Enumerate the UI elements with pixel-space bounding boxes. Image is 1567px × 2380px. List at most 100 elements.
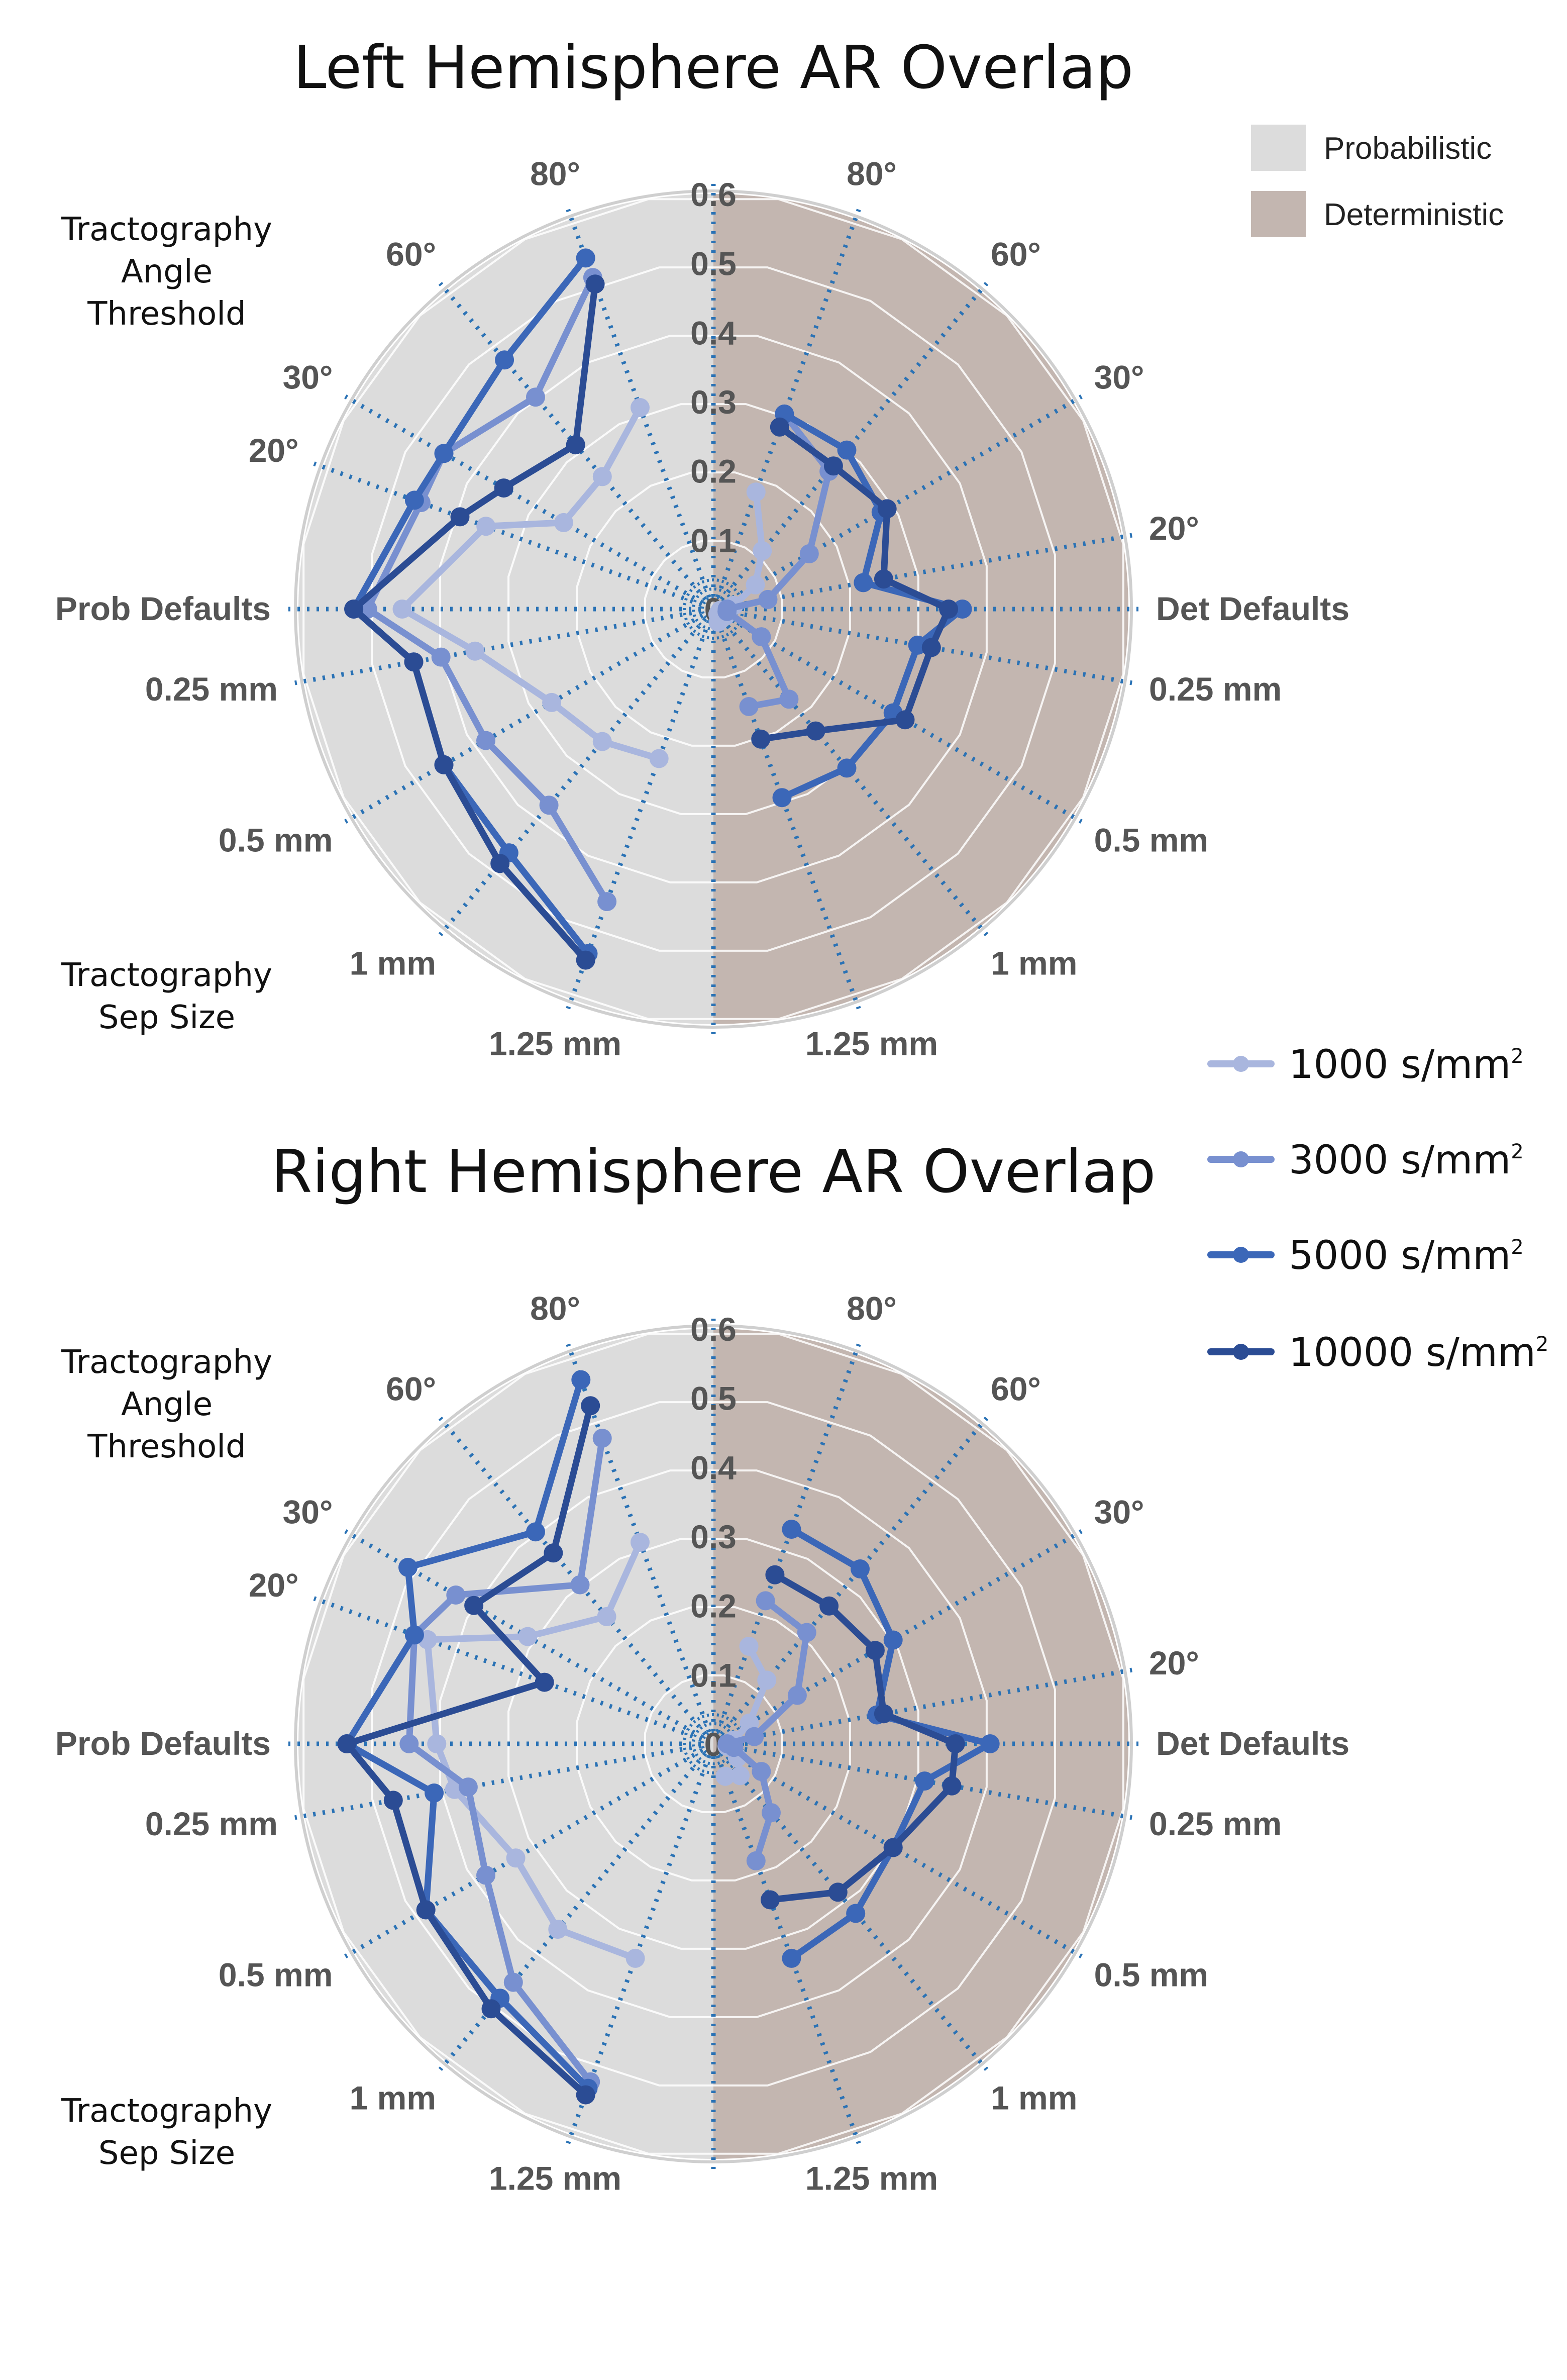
axis-spoke — [313, 461, 703, 607]
data-point — [851, 1559, 870, 1578]
axis-spoke — [313, 1596, 703, 1742]
axis-spoke — [344, 394, 704, 605]
category-label: 0.5 mm — [1094, 1956, 1208, 1994]
category-label: Det Defaults — [1156, 1725, 1349, 1762]
radial-tick-label: 0.3 — [690, 383, 737, 421]
angle-label-line3-b: Threshold — [87, 1428, 246, 1465]
region-legend: Probabilistic Deterministic — [1251, 125, 1504, 237]
outer-ring — [294, 1324, 1133, 2163]
data-point — [797, 1623, 816, 1642]
data-point — [518, 1627, 538, 1646]
data-point — [446, 1585, 466, 1605]
legend-prob-label: Probabilistic — [1324, 131, 1492, 166]
grid-ring — [439, 1469, 988, 2018]
data-point — [337, 1734, 357, 1753]
data-point — [592, 467, 612, 486]
category-label: 1.25 mm — [805, 1025, 938, 1062]
category-label: 0.5 mm — [1094, 822, 1208, 859]
category-label: 1 mm — [350, 945, 436, 982]
chart-title: Right Hemisphere AR Overlap — [271, 1137, 1156, 1206]
data-point — [539, 796, 559, 815]
right-hemisphere-chart: Right Hemisphere AR Overlap00.10.20.30.4… — [55, 1137, 1349, 2197]
data-point — [649, 749, 669, 768]
data-point — [772, 788, 792, 808]
legend-series-1000-label: 1000 s/mm — [1289, 1042, 1511, 1087]
data-point — [398, 1557, 417, 1577]
data-point — [942, 1776, 962, 1796]
data-point — [751, 729, 771, 749]
data-point — [865, 1641, 885, 1660]
axis-spoke — [725, 1667, 1132, 1744]
data-point — [571, 1370, 591, 1390]
axis-spoke — [725, 1743, 1132, 1820]
data-point — [404, 1625, 424, 1645]
data-point — [576, 950, 595, 970]
legend-series-5000-sup: 2 — [1511, 1236, 1523, 1259]
data-point — [753, 541, 772, 560]
data-point — [746, 482, 766, 502]
axis-spoke — [566, 620, 711, 1010]
data-point — [631, 1533, 650, 1552]
data-point — [758, 589, 778, 609]
axis-spoke — [438, 1417, 707, 1736]
radial-tick-label: 0.4 — [690, 314, 737, 351]
data-point — [597, 892, 617, 912]
category-label: 0.5 mm — [219, 822, 333, 859]
grid-ring — [302, 198, 1124, 1020]
category-label: Prob Defaults — [55, 590, 271, 627]
data-point — [715, 1766, 735, 1786]
radial-tick-label: 0.4 — [690, 1449, 737, 1486]
data-point — [877, 499, 897, 519]
category-label: 60° — [386, 1370, 436, 1407]
data-point — [745, 1727, 764, 1746]
axis-spoke — [715, 620, 861, 1010]
data-point — [874, 1704, 893, 1724]
category-label: 0.25 mm — [145, 670, 278, 708]
data-point — [392, 600, 412, 619]
svg-text:5000 s/mm2: 5000 s/mm2 — [1289, 1233, 1524, 1278]
grid-ring — [507, 1538, 919, 1950]
data-point — [535, 1672, 554, 1692]
data-point — [576, 248, 595, 268]
sep-label-line2: Sep Size — [98, 999, 235, 1036]
radial-tick-label: 0.5 — [690, 1380, 737, 1417]
data-point — [566, 435, 585, 455]
category-label: 20° — [249, 432, 299, 469]
data-point — [506, 1848, 526, 1868]
legend-series-3000-label: 3000 s/mm — [1289, 1138, 1511, 1183]
data-point — [431, 647, 451, 667]
category-label: 20° — [1149, 510, 1199, 547]
data-point — [503, 1972, 523, 1992]
category-label: Det Defaults — [1156, 590, 1349, 627]
data-point — [782, 1948, 801, 1968]
grid-ring — [371, 266, 1056, 952]
data-point — [819, 1596, 839, 1616]
data-point — [450, 507, 470, 527]
axis-spoke — [723, 613, 1083, 824]
data-point — [631, 398, 650, 417]
category-label: 1 mm — [350, 2079, 436, 2117]
radial-tick-label: 0.2 — [690, 1588, 737, 1625]
sep-label-line1: Tractography — [61, 957, 272, 994]
data-point — [756, 1591, 775, 1611]
legend-series-5000: 5000 s/mm2 — [1207, 1233, 1524, 1278]
data-point — [761, 1890, 780, 1910]
data-point — [490, 854, 510, 873]
category-label: 80° — [847, 1290, 897, 1327]
side-labels-bottom: Tractography Angle Threshold Tractograph… — [61, 1344, 272, 2172]
radial-tick-label: 0.2 — [690, 453, 737, 490]
axis-spoke — [344, 613, 704, 824]
data-point — [746, 1851, 766, 1870]
data-point — [823, 456, 843, 476]
grid-ring — [644, 1674, 783, 1813]
axis-spoke — [294, 1743, 702, 1820]
data-point — [752, 1762, 771, 1781]
data-point — [476, 1865, 495, 1885]
category-label: 1 mm — [991, 945, 1077, 982]
axis-spoke — [715, 1343, 861, 1733]
data-point — [476, 731, 495, 750]
category-label: 30° — [283, 1494, 333, 1531]
angle-label-line3: Threshold — [87, 295, 246, 333]
grid-ring — [439, 335, 988, 883]
